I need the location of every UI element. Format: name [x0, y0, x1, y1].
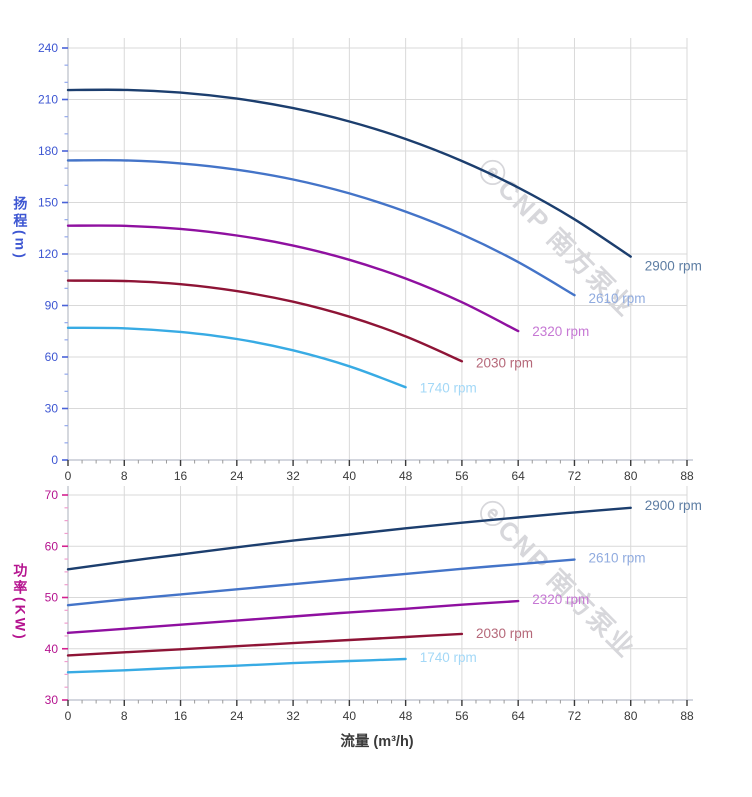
- x-tick-label: 16: [174, 469, 188, 483]
- y-ticks: 0 30 60 90 120 150 180 210 240: [38, 41, 68, 467]
- series-label-2900-rpm: 2900 rpm: [645, 498, 702, 513]
- y-ticks: 30 40 50 60 70: [45, 488, 68, 707]
- curve-2320-rpm: [66, 224, 520, 333]
- y-tick-label: 70: [45, 488, 59, 502]
- y-tick-label: 150: [38, 196, 58, 210]
- head-chart: 0 30 60 90 120 150 180 210 240 0 8 16 24 32 40 48 56 64 72…: [38, 38, 702, 483]
- y-tick-label: 120: [38, 247, 58, 261]
- head-axis-title: 扬程(m): [12, 196, 29, 261]
- x-tick-label: 8: [121, 469, 128, 483]
- x-tick-label: 24: [230, 709, 244, 723]
- series-label-2900-rpm: 2900 rpm: [645, 259, 702, 274]
- x-tick-label: 48: [399, 469, 413, 483]
- curve-2610-rpm: [66, 159, 576, 297]
- x-tick-label: 8: [121, 709, 128, 723]
- series-label-1740-rpm: 1740 rpm: [420, 380, 477, 395]
- y-tick-label: 180: [38, 144, 58, 158]
- y-tick-label: 210: [38, 93, 58, 107]
- x-ticks: 0 8 16 24 32 40 48 56 64 72 80 88: [65, 700, 694, 723]
- y-tick-label: 60: [45, 350, 59, 364]
- x-tick-label: 56: [455, 469, 469, 483]
- curve-2610-rpm: [66, 558, 576, 607]
- y-tick-label: 50: [45, 591, 59, 605]
- x-tick-label: 24: [230, 469, 244, 483]
- curve-2030-rpm: [66, 279, 464, 363]
- x-tick-label: 80: [624, 469, 638, 483]
- x-tick-label: 40: [343, 469, 357, 483]
- power-chart: 30 40 50 60 70 0 8 16 24 32 40 48 56 64 72 80 88 2900 rpm…: [45, 486, 702, 723]
- x-tick-label: 0: [65, 709, 72, 723]
- x-tick-label: 56: [455, 709, 469, 723]
- curve-2030-rpm: [66, 632, 464, 657]
- x-tick-label: 72: [568, 469, 582, 483]
- y-tick-label: 240: [38, 41, 58, 55]
- y-tick-label: 0: [51, 453, 58, 467]
- series-label-2320-rpm: 2320 rpm: [532, 324, 589, 339]
- y-tick-label: 40: [45, 642, 59, 656]
- x-tick-label: 32: [286, 469, 300, 483]
- x-tick-label: 32: [286, 709, 300, 723]
- x-tick-label: 16: [174, 709, 188, 723]
- x-tick-label: 0: [65, 469, 72, 483]
- curve-2320-rpm: [66, 599, 520, 635]
- series-label-2320-rpm: 2320 rpm: [532, 592, 589, 607]
- curve-2900-rpm: [66, 88, 632, 258]
- x-tick-label: 80: [624, 709, 638, 723]
- x-tick-label: 72: [568, 709, 582, 723]
- series-label-2610-rpm: 2610 rpm: [589, 551, 646, 566]
- x-tick-label: 48: [399, 709, 413, 723]
- y-tick-label: 30: [45, 693, 59, 707]
- x-tick-label: 64: [512, 469, 526, 483]
- series-label-1740-rpm: 1740 rpm: [420, 650, 477, 665]
- flow-axis-title: 流量 (m³/h): [340, 734, 414, 750]
- curve-1740-rpm: [66, 326, 407, 389]
- y-tick-label: 30: [45, 402, 59, 416]
- gridlines: [68, 38, 688, 460]
- curve-2900-rpm: [66, 506, 632, 571]
- x-tick-label: 88: [680, 469, 694, 483]
- series-label-2030-rpm: 2030 rpm: [476, 356, 533, 371]
- series-label-2610-rpm: 2610 rpm: [589, 291, 646, 306]
- curve-1740-rpm: [66, 657, 407, 674]
- x-tick-label: 40: [343, 709, 357, 723]
- y-tick-label: 90: [45, 299, 59, 313]
- x-tick-label: 64: [512, 709, 526, 723]
- series-label-2030-rpm: 2030 rpm: [476, 626, 533, 641]
- x-ticks: 0 8 16 24 32 40 48 56 64 72 80 88: [65, 460, 694, 483]
- y-tick-label: 60: [45, 539, 59, 553]
- x-tick-label: 88: [680, 709, 694, 723]
- power-axis-title: 功率(KW): [12, 563, 29, 642]
